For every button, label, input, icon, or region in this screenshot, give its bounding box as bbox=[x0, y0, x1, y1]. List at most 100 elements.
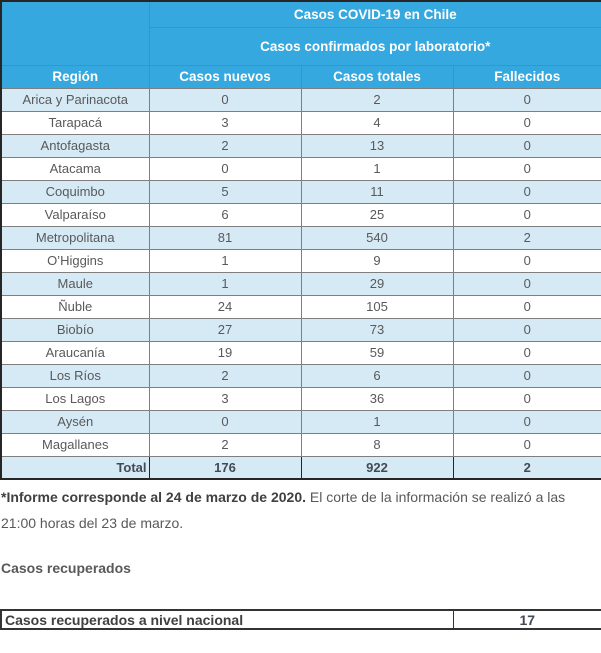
fallecidos-cell: 0 bbox=[452, 340, 601, 365]
region-cell: Antofagasta bbox=[0, 133, 150, 158]
region-cell: Aysén bbox=[0, 409, 150, 434]
casos-totales-cell: 1 bbox=[300, 156, 454, 181]
region-cell: Metropolitana bbox=[0, 225, 150, 250]
casos-nuevos-cell: 24 bbox=[148, 294, 302, 319]
casos-totales-cell: 6 bbox=[300, 363, 454, 388]
casos-nuevos-cell: 2 bbox=[148, 432, 302, 457]
casos-totales-cell: 11 bbox=[300, 179, 454, 204]
table-title: Casos COVID-19 en Chile bbox=[148, 0, 601, 28]
total-casos-nuevos: 176 bbox=[148, 455, 302, 480]
casos-nuevos-cell: 0 bbox=[148, 156, 302, 181]
fallecidos-cell: 0 bbox=[452, 386, 601, 411]
col-header-region: Región bbox=[0, 64, 150, 89]
table-body: Arica y Parinacota 0 2 0 Tarapacá 3 4 0 Antofaga… bbox=[0, 87, 601, 457]
table-subtitle: Casos confirmados por laboratorio* bbox=[148, 26, 601, 66]
col-header-fallecidos: Fallecidos bbox=[452, 64, 601, 89]
table-row: Atacama 0 1 0 bbox=[0, 156, 601, 181]
table-row: Biobío 27 73 0 bbox=[0, 317, 601, 342]
region-cell: Arica y Parinacota bbox=[0, 87, 150, 112]
table-row: Tarapacá 3 4 0 bbox=[0, 110, 601, 135]
total-fallecidos: 2 bbox=[452, 455, 601, 480]
casos-nuevos-cell: 1 bbox=[148, 271, 302, 296]
casos-nuevos-cell: 3 bbox=[148, 110, 302, 135]
table-row: Los Ríos 2 6 0 bbox=[0, 363, 601, 388]
casos-totales-cell: 105 bbox=[300, 294, 454, 319]
casos-totales-cell: 4 bbox=[300, 110, 454, 135]
region-cell: Maule bbox=[0, 271, 150, 296]
recovered-row: Casos recuperados a nivel nacional 17 bbox=[0, 609, 601, 630]
casos-totales-cell: 540 bbox=[300, 225, 454, 250]
region-cell: Araucanía bbox=[0, 340, 150, 365]
covid-cases-table: Casos COVID-19 en Chile Casos confirmado… bbox=[0, 0, 601, 480]
casos-nuevos-cell: 19 bbox=[148, 340, 302, 365]
table-row: Magallanes 2 8 0 bbox=[0, 432, 601, 457]
fallecidos-cell: 0 bbox=[452, 317, 601, 342]
casos-totales-cell: 73 bbox=[300, 317, 454, 342]
casos-totales-cell: 9 bbox=[300, 248, 454, 273]
table-header: Casos COVID-19 en Chile Casos confirmado… bbox=[0, 0, 601, 89]
table-row: Coquimbo 5 11 0 bbox=[0, 179, 601, 204]
footnote: *Informe corresponde al 24 de marzo de 2… bbox=[1, 484, 581, 536]
region-cell: Valparaíso bbox=[0, 202, 150, 227]
total-row: Total 176 922 2 bbox=[0, 455, 601, 480]
casos-nuevos-cell: 0 bbox=[148, 409, 302, 434]
recovered-table: Casos recuperados a nivel nacional 17 bbox=[0, 609, 601, 630]
recovered-heading: Casos recuperados bbox=[1, 560, 131, 576]
corner-cell bbox=[0, 0, 150, 66]
casos-totales-cell: 59 bbox=[300, 340, 454, 365]
fallecidos-cell: 0 bbox=[452, 133, 601, 158]
recovered-label: Casos recuperados a nivel nacional bbox=[0, 609, 454, 630]
casos-nuevos-cell: 0 bbox=[148, 87, 302, 112]
casos-nuevos-cell: 6 bbox=[148, 202, 302, 227]
casos-nuevos-cell: 5 bbox=[148, 179, 302, 204]
casos-totales-cell: 29 bbox=[300, 271, 454, 296]
casos-nuevos-cell: 2 bbox=[148, 363, 302, 388]
casos-totales-cell: 2 bbox=[300, 87, 454, 112]
fallecidos-cell: 0 bbox=[452, 179, 601, 204]
total-casos-totales: 922 bbox=[300, 455, 454, 480]
fallecidos-cell: 0 bbox=[452, 363, 601, 388]
footnote-detail: El corte de la información se realizó a … bbox=[1, 489, 566, 531]
fallecidos-cell: 0 bbox=[452, 409, 601, 434]
recovered-value: 17 bbox=[452, 609, 601, 630]
col-header-casos-nuevos: Casos nuevos bbox=[148, 64, 302, 89]
footnote-date-bold: *Informe corresponde al 24 de marzo de 2… bbox=[1, 489, 307, 505]
region-cell: O’Higgins bbox=[0, 248, 150, 273]
casos-totales-cell: 36 bbox=[300, 386, 454, 411]
region-cell: Coquimbo bbox=[0, 179, 150, 204]
table-row: Maule 1 29 0 bbox=[0, 271, 601, 296]
region-cell: Los Ríos bbox=[0, 363, 150, 388]
casos-totales-cell: 1 bbox=[300, 409, 454, 434]
table-row: Antofagasta 2 13 0 bbox=[0, 133, 601, 158]
fallecidos-cell: 0 bbox=[452, 294, 601, 319]
casos-nuevos-cell: 1 bbox=[148, 248, 302, 273]
region-cell: Biobío bbox=[0, 317, 150, 342]
casos-totales-cell: 25 bbox=[300, 202, 454, 227]
fallecidos-cell: 0 bbox=[452, 432, 601, 457]
casos-nuevos-cell: 3 bbox=[148, 386, 302, 411]
fallecidos-cell: 0 bbox=[452, 202, 601, 227]
fallecidos-cell: 0 bbox=[452, 110, 601, 135]
table-row: Araucanía 19 59 0 bbox=[0, 340, 601, 365]
fallecidos-cell: 0 bbox=[452, 248, 601, 273]
casos-nuevos-cell: 27 bbox=[148, 317, 302, 342]
region-cell: Atacama bbox=[0, 156, 150, 181]
fallecidos-cell: 0 bbox=[452, 271, 601, 296]
col-header-casos-totales: Casos totales bbox=[300, 64, 454, 89]
region-cell: Tarapacá bbox=[0, 110, 150, 135]
total-label: Total bbox=[0, 455, 150, 480]
table-row: Los Lagos 3 36 0 bbox=[0, 386, 601, 411]
table-footer: Total 176 922 2 bbox=[0, 455, 601, 480]
casos-totales-cell: 8 bbox=[300, 432, 454, 457]
table-row: Valparaíso 6 25 0 bbox=[0, 202, 601, 227]
casos-nuevos-cell: 2 bbox=[148, 133, 302, 158]
page: Casos COVID-19 en Chile Casos confirmado… bbox=[0, 0, 601, 630]
table-row: Ñuble 24 105 0 bbox=[0, 294, 601, 319]
casos-nuevos-cell: 81 bbox=[148, 225, 302, 250]
casos-totales-cell: 13 bbox=[300, 133, 454, 158]
table-row: O’Higgins 1 9 0 bbox=[0, 248, 601, 273]
fallecidos-cell: 0 bbox=[452, 156, 601, 181]
region-cell: Magallanes bbox=[0, 432, 150, 457]
region-cell: Ñuble bbox=[0, 294, 150, 319]
table-row: Aysén 0 1 0 bbox=[0, 409, 601, 434]
